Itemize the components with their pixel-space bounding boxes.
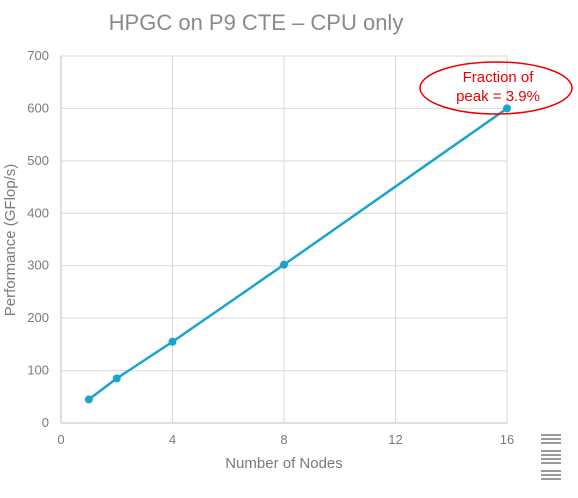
series-line — [88, 107, 508, 401]
y-tick-label: 400 — [27, 205, 49, 220]
annotation-ellipse — [419, 61, 573, 115]
data-point — [84, 395, 93, 404]
x-tick-label: 8 — [280, 432, 287, 447]
data-point — [503, 104, 511, 113]
y-tick-label: 100 — [27, 363, 49, 378]
y-axis-label: Performance (GFlop/s) — [2, 164, 19, 317]
chart-title: HPGC on P9 CTE – CPU only — [109, 10, 404, 35]
data-point — [168, 337, 177, 346]
y-tick-label: 0 — [42, 415, 49, 430]
y-tick-label: 200 — [27, 310, 49, 325]
series-layer — [84, 104, 511, 404]
annotation-callout: Fraction of peak = 3.9% — [419, 61, 573, 115]
axes — [60, 56, 507, 424]
x-tick-label: 16 — [500, 432, 514, 447]
y-tick-label: 600 — [27, 100, 49, 115]
grid — [61, 55, 508, 423]
data-point — [112, 374, 121, 383]
y-tick-label: 500 — [27, 153, 49, 168]
y-tick-label: 300 — [27, 258, 49, 273]
x-tick-label: 4 — [169, 432, 176, 447]
ibm-logo-icon — [541, 434, 561, 480]
x-tick-label: 12 — [388, 432, 402, 447]
tick-labels: 0 100 200 300 400 500 600 700 0 4 8 12 16 — [27, 48, 514, 447]
x-axis-label: Number of Nodes — [225, 455, 343, 472]
annotation-line-2: peak = 3.9% — [456, 88, 540, 105]
data-point — [280, 260, 288, 269]
x-tick-label: 0 — [57, 432, 64, 447]
y-tick-label: 700 — [27, 48, 49, 63]
annotation-line-1: Fraction of — [463, 69, 535, 86]
